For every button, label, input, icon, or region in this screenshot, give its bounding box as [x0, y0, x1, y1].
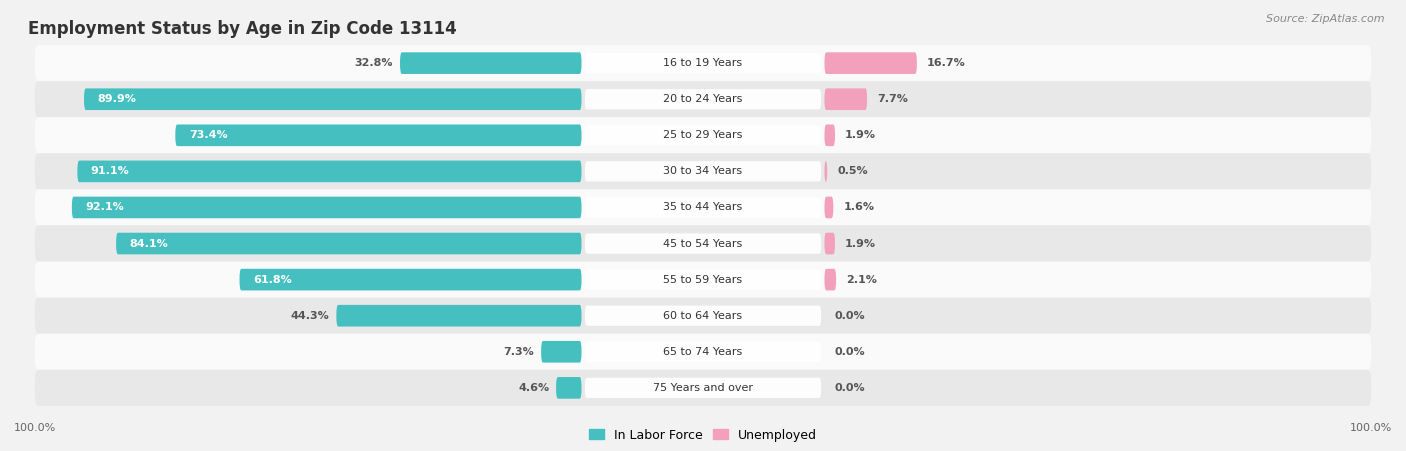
FancyBboxPatch shape [399, 52, 582, 74]
Text: 84.1%: 84.1% [129, 239, 169, 249]
FancyBboxPatch shape [824, 88, 868, 110]
Text: 65 to 74 Years: 65 to 74 Years [664, 347, 742, 357]
Text: 0.0%: 0.0% [835, 383, 865, 393]
Text: 4.6%: 4.6% [519, 383, 550, 393]
FancyBboxPatch shape [585, 53, 821, 73]
FancyBboxPatch shape [824, 197, 834, 218]
Text: 32.8%: 32.8% [354, 58, 394, 68]
Text: 89.9%: 89.9% [97, 94, 136, 104]
FancyBboxPatch shape [35, 81, 1371, 117]
FancyBboxPatch shape [585, 306, 821, 326]
Text: Source: ZipAtlas.com: Source: ZipAtlas.com [1267, 14, 1385, 23]
Text: 25 to 29 Years: 25 to 29 Years [664, 130, 742, 140]
FancyBboxPatch shape [84, 88, 582, 110]
Text: 16.7%: 16.7% [927, 58, 966, 68]
FancyBboxPatch shape [35, 189, 1371, 226]
Text: 60 to 64 Years: 60 to 64 Years [664, 311, 742, 321]
Text: 100.0%: 100.0% [1350, 423, 1392, 433]
FancyBboxPatch shape [35, 226, 1371, 262]
FancyBboxPatch shape [585, 125, 821, 145]
FancyBboxPatch shape [35, 45, 1371, 81]
FancyBboxPatch shape [824, 52, 917, 74]
Text: 2.1%: 2.1% [846, 275, 877, 285]
Text: 1.6%: 1.6% [844, 202, 875, 212]
FancyBboxPatch shape [585, 198, 821, 217]
FancyBboxPatch shape [824, 233, 835, 254]
Text: 35 to 44 Years: 35 to 44 Years [664, 202, 742, 212]
Text: 73.4%: 73.4% [188, 130, 228, 140]
Legend: In Labor Force, Unemployed: In Labor Force, Unemployed [583, 423, 823, 446]
Text: Employment Status by Age in Zip Code 13114: Employment Status by Age in Zip Code 131… [28, 20, 457, 38]
Text: 1.9%: 1.9% [845, 130, 876, 140]
Text: 30 to 34 Years: 30 to 34 Years [664, 166, 742, 176]
FancyBboxPatch shape [585, 270, 821, 290]
FancyBboxPatch shape [585, 342, 821, 362]
FancyBboxPatch shape [585, 89, 821, 109]
Text: 61.8%: 61.8% [253, 275, 292, 285]
FancyBboxPatch shape [336, 305, 582, 327]
Text: 1.9%: 1.9% [845, 239, 876, 249]
FancyBboxPatch shape [239, 269, 582, 290]
FancyBboxPatch shape [35, 262, 1371, 298]
Text: 0.5%: 0.5% [838, 166, 868, 176]
Text: 7.3%: 7.3% [503, 347, 534, 357]
Text: 0.0%: 0.0% [835, 311, 865, 321]
Text: 0.0%: 0.0% [835, 347, 865, 357]
FancyBboxPatch shape [72, 197, 582, 218]
FancyBboxPatch shape [77, 161, 582, 182]
FancyBboxPatch shape [585, 234, 821, 253]
Text: 91.1%: 91.1% [91, 166, 129, 176]
Text: 44.3%: 44.3% [291, 311, 329, 321]
FancyBboxPatch shape [824, 124, 835, 146]
Text: 20 to 24 Years: 20 to 24 Years [664, 94, 742, 104]
Text: 55 to 59 Years: 55 to 59 Years [664, 275, 742, 285]
FancyBboxPatch shape [35, 370, 1371, 406]
FancyBboxPatch shape [585, 161, 821, 181]
FancyBboxPatch shape [35, 153, 1371, 189]
Text: 100.0%: 100.0% [14, 423, 56, 433]
FancyBboxPatch shape [824, 161, 827, 182]
Text: 7.7%: 7.7% [877, 94, 908, 104]
Text: 92.1%: 92.1% [86, 202, 124, 212]
Text: 75 Years and over: 75 Years and over [652, 383, 754, 393]
FancyBboxPatch shape [541, 341, 582, 363]
FancyBboxPatch shape [35, 117, 1371, 153]
Text: 45 to 54 Years: 45 to 54 Years [664, 239, 742, 249]
FancyBboxPatch shape [35, 334, 1371, 370]
FancyBboxPatch shape [555, 377, 582, 399]
FancyBboxPatch shape [35, 298, 1371, 334]
FancyBboxPatch shape [176, 124, 582, 146]
FancyBboxPatch shape [585, 378, 821, 398]
FancyBboxPatch shape [824, 269, 837, 290]
FancyBboxPatch shape [117, 233, 582, 254]
Text: 16 to 19 Years: 16 to 19 Years [664, 58, 742, 68]
